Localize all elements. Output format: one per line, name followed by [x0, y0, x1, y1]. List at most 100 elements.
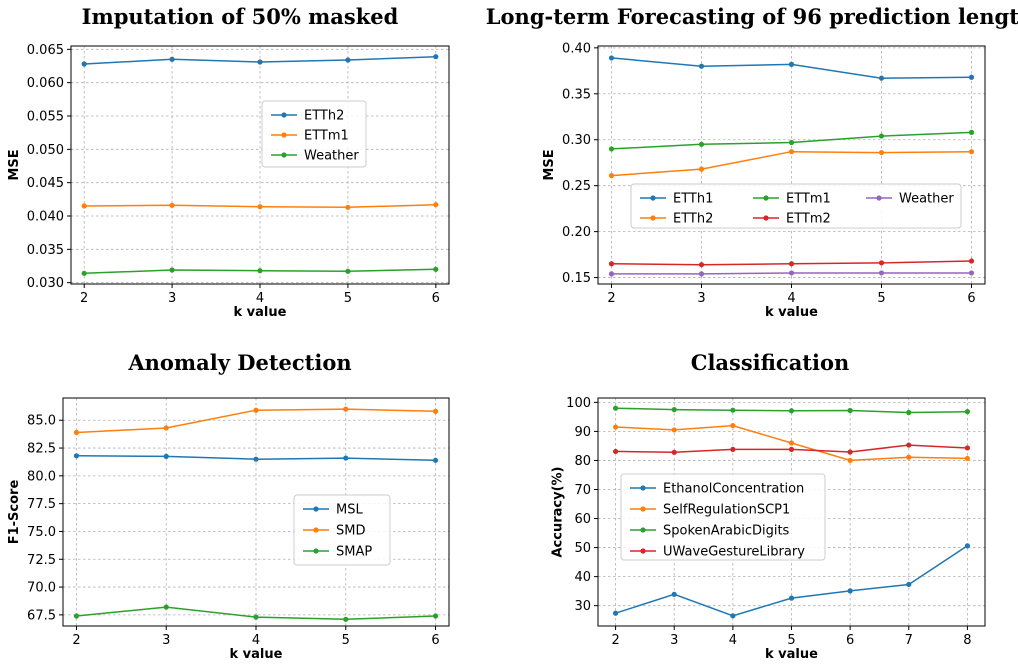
data-point [788, 446, 795, 453]
y-tick-label: 40 [574, 570, 591, 585]
legend-label: Weather [899, 192, 954, 207]
legend-marker-Weather [281, 152, 287, 158]
data-point [964, 445, 971, 451]
data-point [345, 57, 351, 63]
data-point [730, 613, 736, 619]
x-tick-label: 4 [729, 633, 737, 648]
data-point [906, 581, 912, 588]
data-point [163, 425, 169, 431]
y-tick-label: 82.5 [27, 442, 56, 457]
plot-frame [62, 397, 450, 627]
x-tick-label: 4 [256, 291, 264, 306]
y-tick-label: 0.060 [27, 76, 64, 91]
legend-box [630, 183, 962, 229]
legend-label: EthanolConcentration [663, 482, 804, 497]
data-point [698, 271, 705, 277]
x-tick-label: 3 [670, 633, 678, 648]
legend: MSL SMD SMAP [293, 494, 391, 566]
x-axis-label: k value [765, 305, 818, 320]
y-tick-label: 0.15 [562, 271, 591, 286]
x-axis-label: k value [230, 647, 283, 662]
x-tick-label: 3 [162, 633, 170, 648]
data-point [612, 448, 619, 455]
x-tick-label: 6 [431, 633, 439, 648]
data-point [671, 427, 677, 433]
y-axis-label: F1-Score [7, 480, 22, 545]
data-point [345, 204, 351, 210]
y-tick-label: 100 [566, 396, 591, 411]
data-point [257, 268, 263, 274]
y-tick-label: 67.5 [27, 608, 56, 623]
y-tick-label: 72.5 [27, 553, 56, 568]
legend-marker-ETTm1 [763, 195, 769, 201]
data-point [433, 202, 439, 208]
data-point [253, 614, 259, 620]
y-tick-label: 60 [574, 512, 591, 527]
y-tick-label: 0.20 [562, 225, 591, 240]
panel-title-anomaly: Anomaly Detection [128, 350, 352, 375]
legend-marker-SMD [313, 527, 319, 533]
legend-marker-UWaveGestureLibrary [640, 548, 646, 554]
legend-marker-ETTh1 [650, 195, 656, 201]
data-point [163, 604, 169, 610]
y-tick-label: 0.045 [27, 176, 64, 191]
y-tick-label: 0.050 [27, 143, 64, 158]
panel-title-imputation: Imputation of 50% masked [81, 4, 399, 29]
data-point [671, 449, 677, 455]
y-tick-label: 0.25 [562, 179, 591, 194]
data-point [432, 408, 439, 414]
x-axis-label: k value [765, 647, 818, 662]
legend-label: Weather [304, 149, 359, 164]
legend-marker-SelfRegulationSCP1 [640, 506, 646, 512]
y-tick-label: 80.0 [27, 469, 56, 484]
chart-panel-2: 2 3 4 5 6 0.15 0.20 0.25 0.30 0.35 0.40 k value MSE E… [542, 41, 986, 320]
y-tick-label: 75.0 [27, 525, 56, 540]
data-point [81, 203, 87, 209]
y-tick-label: 0.065 [27, 43, 64, 58]
data-point [81, 61, 87, 67]
legend-label: ETTm2 [786, 212, 831, 227]
data-point [432, 457, 439, 463]
data-point [608, 146, 615, 152]
y-tick-label: 50 [574, 541, 591, 556]
data-point [612, 405, 619, 411]
y-axis-label: MSE [7, 149, 22, 180]
data-point [73, 429, 80, 436]
x-tick-label: 5 [344, 291, 352, 306]
data-point [608, 55, 615, 61]
data-point [253, 407, 259, 413]
x-axis-label: k value [234, 305, 287, 320]
x-tick-label: 3 [697, 291, 705, 306]
data-point [788, 139, 795, 146]
legend-label: SelfRegulationSCP1 [663, 503, 790, 518]
legend-marker-SpokenArabicDigits [640, 527, 646, 533]
data-point [878, 260, 885, 266]
y-tick-label: 85.0 [27, 414, 56, 429]
data-point [612, 424, 619, 430]
data-point [788, 408, 795, 414]
legend: ETTh2 ETTm1 Weather [261, 100, 367, 168]
data-point [698, 166, 705, 172]
data-point [671, 591, 677, 597]
data-point [847, 457, 853, 464]
y-tick-label: 77.5 [27, 497, 56, 512]
data-point [878, 149, 885, 156]
y-tick-label: 0.030 [27, 276, 64, 291]
x-tick-label: 5 [787, 633, 795, 648]
legend-label: MSL [336, 503, 363, 518]
data-point [878, 133, 885, 139]
data-point [730, 422, 736, 429]
data-point [432, 613, 439, 619]
legend: ETTh1 ETTh2 ETTm1 ETTm2 Weather [630, 183, 962, 229]
data-point [698, 262, 705, 268]
x-tick-label: 2 [611, 633, 619, 648]
chart-panel-3: 2 3 4 5 6 67.5 70.0 72.5 75.0 77.5 80.0 82.5 85.0 k v… [7, 397, 450, 662]
legend-box [261, 100, 367, 168]
y-tick-label: 30 [574, 599, 591, 614]
y-tick-label: 0.040 [27, 210, 64, 225]
data-point [964, 455, 971, 462]
x-tick-label: 6 [846, 633, 854, 648]
data-point [788, 261, 795, 267]
y-tick-label: 70.0 [27, 581, 56, 596]
